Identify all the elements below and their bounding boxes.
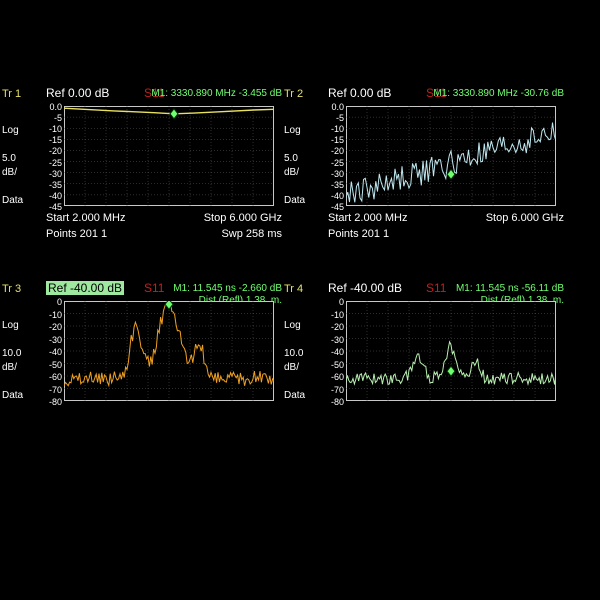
marker-readout: M1: 11.545 ns -2.660 dB xyxy=(173,283,282,294)
ytick: -40 xyxy=(42,191,62,201)
points-info: Points 201 1 xyxy=(46,228,107,240)
ytick: -20 xyxy=(324,146,344,156)
ytick: -20 xyxy=(42,322,62,332)
ytick: 0.0 xyxy=(324,102,344,112)
ytick: -30 xyxy=(42,169,62,179)
chart-tr1 xyxy=(64,106,274,206)
ytick: -10 xyxy=(324,124,344,134)
ytick: -50 xyxy=(42,360,62,370)
ytick: 0.0 xyxy=(42,102,62,112)
ytick: -5 xyxy=(42,113,62,123)
ref-label: Ref 0.00 dB xyxy=(46,86,109,100)
ytick: -15 xyxy=(324,135,344,145)
panel-tr1: Tr 1Ref 0.00 dBS11M1: 3330.890 MHz -3.45… xyxy=(26,80,286,250)
side-labels: Log 5.0dB/ Data xyxy=(284,124,305,208)
marker-readout: M1: 3330.890 MHz -30.76 dB xyxy=(433,88,564,99)
ytick: -20 xyxy=(324,322,344,332)
ytick: -25 xyxy=(42,158,62,168)
stop-freq: Stop 6.000 GHz xyxy=(204,212,282,224)
points-info: Points 201 1 xyxy=(328,228,389,240)
analyzer-screen: Tr 1Ref 0.00 dBS11M1: 3330.890 MHz -3.45… xyxy=(26,80,574,460)
trace-label: Tr 2 xyxy=(284,88,303,100)
ytick: -80 xyxy=(324,397,344,407)
ytick: -45 xyxy=(324,202,344,212)
ref-label: Ref 0.00 dB xyxy=(328,86,391,100)
ytick: -30 xyxy=(324,169,344,179)
chart-tr4 xyxy=(346,301,556,401)
start-freq: Start 2.000 MHz xyxy=(328,212,407,224)
trace-label: Tr 4 xyxy=(284,283,303,295)
s-param: S11 xyxy=(426,281,446,295)
ytick: -60 xyxy=(324,372,344,382)
ytick: -60 xyxy=(42,372,62,382)
ref-label: Ref -40.00 dB xyxy=(328,281,402,295)
stop-freq: Stop 6.000 GHz xyxy=(486,212,564,224)
ytick: -20 xyxy=(42,146,62,156)
panel-tr3: Tr 3Ref -40.00 dBS11M1: 11.545 ns -2.660… xyxy=(26,275,286,445)
sweep-info: Swp 258 ms xyxy=(221,228,282,240)
side-labels: Log 10.0dB/ Data xyxy=(284,319,305,403)
s-param: S11 xyxy=(144,281,164,295)
ytick: -40 xyxy=(324,347,344,357)
chart-tr3 xyxy=(64,301,274,401)
ytick: -30 xyxy=(42,335,62,345)
ytick: -45 xyxy=(42,202,62,212)
ytick: -35 xyxy=(324,180,344,190)
panel-tr2: Tr 2Ref 0.00 dBS11M1: 3330.890 MHz -30.7… xyxy=(308,80,568,250)
side-labels: Log 5.0dB/ Data xyxy=(2,124,23,208)
panel-tr4: Tr 4Ref -40.00 dBS11M1: 11.545 ns -56.11… xyxy=(308,275,568,445)
side-labels: Log 10.0dB/ Data xyxy=(2,319,23,403)
ytick: -50 xyxy=(324,360,344,370)
ref-label: Ref -40.00 dB xyxy=(46,281,124,295)
trace-label: Tr 3 xyxy=(2,283,21,295)
ytick: -10 xyxy=(42,310,62,320)
chart-tr2 xyxy=(346,106,556,206)
ytick: -40 xyxy=(42,347,62,357)
ytick: -15 xyxy=(42,135,62,145)
ytick: -5 xyxy=(324,113,344,123)
ytick: -70 xyxy=(42,385,62,395)
marker-readout: M1: 11.545 ns -56.11 dB xyxy=(456,283,564,294)
ytick: -10 xyxy=(42,124,62,134)
ytick: -10 xyxy=(324,310,344,320)
ytick: -80 xyxy=(42,397,62,407)
start-freq: Start 2.000 MHz xyxy=(46,212,125,224)
ytick: 0 xyxy=(324,297,344,307)
ytick: -40 xyxy=(324,191,344,201)
ytick: -70 xyxy=(324,385,344,395)
ytick: 0 xyxy=(42,297,62,307)
trace-label: Tr 1 xyxy=(2,88,21,100)
ytick: -30 xyxy=(324,335,344,345)
marker-readout: M1: 3330.890 MHz -3.455 dB xyxy=(151,88,282,99)
ytick: -35 xyxy=(42,180,62,190)
ytick: -25 xyxy=(324,158,344,168)
